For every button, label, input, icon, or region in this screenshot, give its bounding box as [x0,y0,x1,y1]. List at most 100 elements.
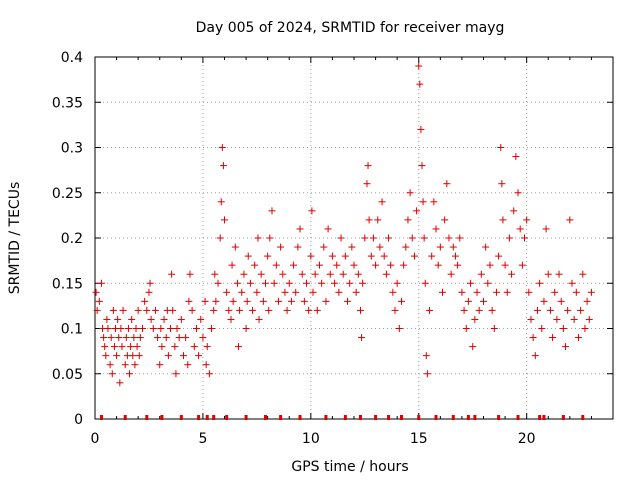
data-point [553,315,561,323]
data-point [385,234,393,242]
data-point [236,306,244,314]
x-axis-label: GPS time / hours [291,459,408,475]
data-point [118,343,126,351]
data-point [320,243,328,251]
data-point [188,306,196,314]
data-point [106,361,114,369]
data-point [109,306,117,314]
data-point [162,334,170,342]
y-tick-label: 0.2 [61,231,83,247]
y-tick-label: 0.1 [61,322,83,338]
chart-title: Day 005 of 2024, SRMTID for receiver may… [196,20,505,36]
data-point [305,306,313,314]
data-point [488,306,496,314]
data-point [508,270,516,278]
data-point [344,297,352,305]
data-point [238,288,246,296]
data-point [333,261,341,269]
data-point [380,252,388,260]
data-point [503,288,511,296]
data-point [227,315,235,323]
data-point [233,279,241,287]
y-tick-label: 0.35 [52,95,83,111]
data-point [126,370,134,378]
data-point [498,180,506,188]
data-point [268,207,276,215]
data-point [402,243,410,251]
data-point [514,189,522,197]
data-point [272,261,280,269]
data-point [406,189,414,197]
data-point [214,279,222,287]
data-point [408,234,416,242]
data-point [525,288,533,296]
data-point [128,315,136,323]
x-tick-label: 10 [302,431,320,447]
data-point [223,288,231,296]
data-point [570,315,578,323]
data-point [400,261,408,269]
data-point [510,207,518,215]
data-point [376,243,384,251]
data-point [419,198,427,206]
data-point [192,325,200,332]
data-point [387,261,395,269]
data-point [208,325,216,332]
data-point [326,270,334,278]
data-point [482,243,490,251]
data-point [350,261,358,269]
data-point [451,252,459,260]
data-point [296,225,304,233]
x-tick-label: 5 [198,431,207,447]
data-point [449,243,457,251]
y-tick-label: 0.05 [52,367,83,383]
data-point [324,225,332,233]
data-point [254,234,262,242]
data-point [542,225,550,233]
data-point [205,370,213,378]
y-tick-label: 0.15 [52,276,83,292]
data-point [518,261,526,269]
data-point [367,252,375,260]
data-point [529,334,537,342]
data-point [138,325,146,332]
data-point [225,306,233,314]
data-point [147,315,155,323]
data-point [471,315,479,323]
data-point [287,297,295,305]
data-point [103,315,111,323]
data-point [416,80,424,88]
x-tick-label: 0 [91,431,100,447]
data-point [145,288,153,296]
data-point [497,144,505,151]
data-point [436,243,444,251]
data-point [430,198,438,206]
data-point [364,162,372,170]
data-point [281,288,289,296]
data-point [186,270,194,278]
data-point [160,315,168,323]
data-point [100,334,108,342]
data-point [322,297,330,305]
data-point [363,180,371,188]
data-point [110,343,118,351]
data-point [331,279,339,287]
data-point [108,370,116,378]
data-point [555,270,563,278]
data-point [523,216,531,224]
data-point [136,334,144,342]
data-point [352,288,360,296]
data-point [490,325,498,332]
data-point [348,243,356,251]
data-point [454,261,462,269]
x-tick-label: 20 [518,431,536,447]
data-point [434,261,442,269]
data-point [540,297,548,305]
y-tick-label: 0.3 [61,141,83,157]
data-point [179,352,187,360]
data-point [124,325,132,332]
data-point [462,325,470,332]
data-point [568,279,576,287]
data-point [585,315,593,323]
data-point [533,306,541,314]
